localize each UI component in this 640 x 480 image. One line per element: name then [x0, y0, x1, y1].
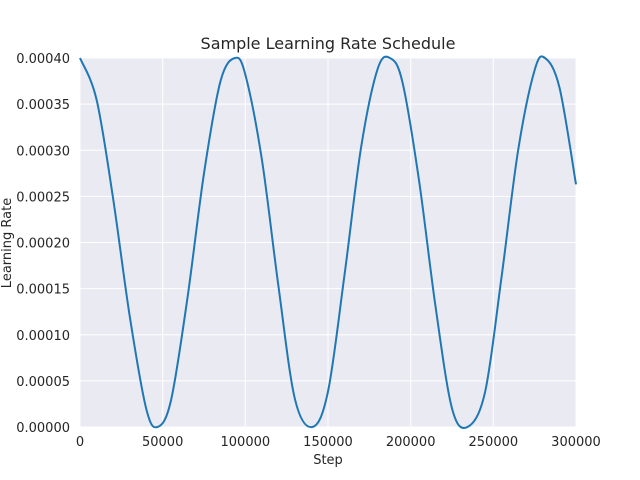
y-tick-label: 0.00005 — [16, 375, 70, 390]
x-tick-label: 100000 — [221, 435, 271, 450]
y-tick-label: 0.00040 — [16, 52, 70, 67]
x-tick-label: 50000 — [142, 435, 183, 450]
y-tick-label: 0.00025 — [16, 190, 70, 205]
y-tick-label: 0.00020 — [16, 237, 70, 252]
x-tick-label: 300000 — [551, 435, 601, 450]
y-tick-labels: 0.00000 0.00005 0.00010 0.00015 0.00020 0.000… — [16, 52, 70, 436]
y-tick-label: 0.00015 — [16, 283, 70, 298]
y-tick-label: 0.00035 — [16, 98, 70, 113]
x-tick-label: 200000 — [386, 435, 436, 450]
series-line — [79, 55, 577, 430]
y-tick-label: 0.00010 — [16, 329, 70, 344]
x-tick-labels: 0 50000 100000 150000 200000 250000 300000 — [76, 435, 601, 450]
chart-title: Sample Learning Rate Schedule — [201, 34, 456, 53]
x-tick-label: 150000 — [303, 435, 353, 450]
x-tick-label: 250000 — [469, 435, 519, 450]
x-axis-label: Step — [313, 453, 343, 468]
y-tick-label: 0.00000 — [16, 421, 70, 436]
x-tick-label: 0 — [76, 435, 84, 450]
y-axis-label: Learning Rate — [0, 198, 15, 288]
y-tick-label: 0.00030 — [16, 144, 70, 159]
